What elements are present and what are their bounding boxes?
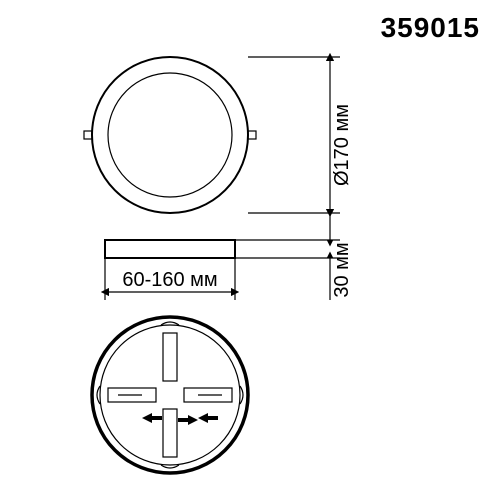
adjust-arrow-left [142, 413, 162, 423]
dim-cutout: 60-160 мм [105, 258, 235, 300]
top-view [84, 57, 256, 213]
adjust-arrow-right [198, 413, 218, 423]
side-view [105, 240, 235, 258]
thickness-label: 30 мм [331, 242, 353, 297]
bottom-view [92, 317, 248, 473]
diameter-label: Ø170 мм [331, 104, 353, 186]
cutout-label: 60-160 мм [122, 269, 217, 291]
tech-drawing: Ø170 мм 30 мм 60-160 мм [0, 0, 500, 500]
dim-thickness: 30 мм [235, 214, 353, 300]
dim-diameter: Ø170 мм [248, 57, 353, 213]
